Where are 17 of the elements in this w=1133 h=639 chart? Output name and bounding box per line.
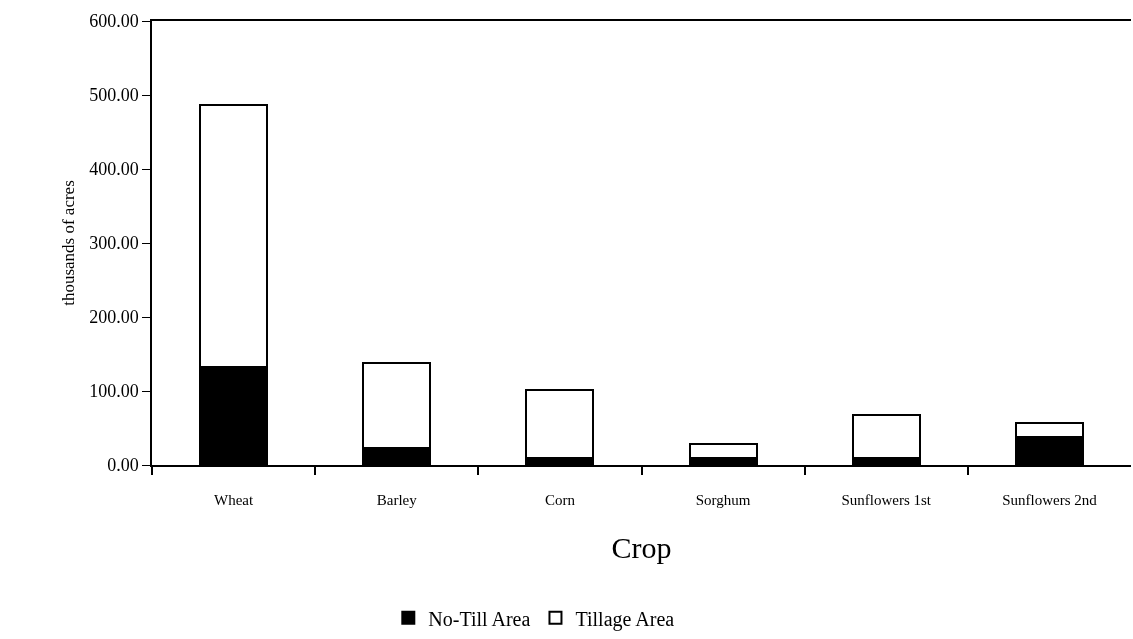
x-tick-label: Corn (544, 491, 576, 508)
y-tick-label: 500.00 (89, 85, 139, 106)
y-axis-title: thousands of acres (59, 180, 79, 306)
legend-label: Tillage Area (575, 607, 675, 631)
x-axis-title: Crop (611, 530, 672, 564)
x-tick-label: Sorghum (695, 491, 751, 508)
x-tick-label: Barley (376, 491, 418, 508)
y-tick-label: 100.00 (89, 381, 139, 402)
y-tick-label: 600.00 (89, 11, 139, 32)
y-tick-label: 300.00 (89, 233, 139, 254)
legend-label: No-Till Area (428, 607, 531, 630)
y-tick-label: 200.00 (89, 307, 139, 328)
x-tick-label: Sunflowers 1st (841, 491, 932, 508)
x-tick-label: Wheat (214, 491, 254, 508)
y-tick-label: 400.00 (89, 159, 139, 180)
x-tick-label: Sunflowers 2nd (1002, 491, 1098, 508)
y-tick-label: 0.00 (107, 455, 139, 476)
